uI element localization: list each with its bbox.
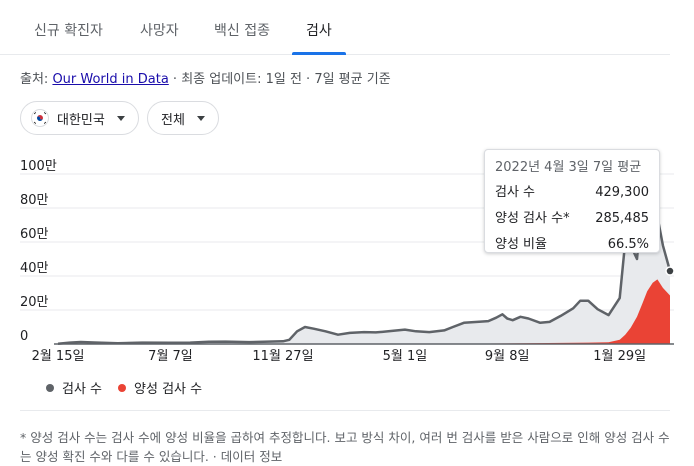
- x-axis-labels: 2월 15일 7월 7일 11월 27일 5월 1일 9월 8일 1월 29일: [32, 349, 647, 364]
- y-axis-labels: 0 20만 40만 60만 80만 100만: [20, 159, 57, 344]
- tooltip-value: 429,300: [595, 185, 649, 200]
- chevron-down-icon: [196, 115, 205, 121]
- legend-positive-dot: [118, 383, 127, 392]
- range-dropdown[interactable]: 전체: [147, 101, 219, 135]
- tab-testing[interactable]: 검사: [292, 0, 346, 55]
- y-tick-label: 40만: [20, 261, 49, 276]
- source-prefix: 출처:: [20, 72, 53, 87]
- tooltip-value: 285,485: [595, 211, 649, 226]
- legend-tests-dot: [46, 383, 54, 392]
- tests-area: [58, 199, 670, 344]
- tooltip-row-positive: 양성 검사 수* 285,485: [495, 206, 649, 232]
- tooltip-label: 검사 수: [495, 185, 536, 200]
- hover-point[interactable]: [665, 266, 675, 276]
- legend-positive-label: 양성 검사 수: [134, 382, 203, 397]
- source-link[interactable]: Our World in Data: [52, 72, 169, 87]
- country-label: 대한민국: [57, 112, 105, 128]
- footnote-text: * 양성 검사 수는 검사 수에 양성 비율을 곱하여 추정합니다. 보고 방식…: [20, 430, 670, 464]
- tab-new-cases[interactable]: 신규 확진자: [34, 23, 103, 39]
- x-tick-label: 7월 7일: [148, 349, 193, 364]
- country-dropdown[interactable]: 대한민국: [20, 101, 139, 135]
- source-suffix: · 최종 업데이트: 1일 전 · 7일 평균 기준: [168, 72, 391, 87]
- chart-legend: 검사 수 양성 검사 수: [46, 378, 202, 397]
- testing-chart: 0 20만 40만 60만 80만 100만 2월 15일 7월 7일 11월 27일 5월 1…: [20, 159, 675, 364]
- tooltip-label: 양성 검사 수*: [495, 211, 570, 226]
- y-tick-label: 100만: [20, 159, 57, 174]
- footnote: * 양성 검사 수는 검사 수에 양성 비율을 곱하여 추정합니다. 보고 방식…: [20, 428, 675, 466]
- tab-vaccinations[interactable]: 백신 접종: [214, 23, 270, 39]
- x-tick-label: 11월 27일: [252, 349, 313, 364]
- x-tick-label: 1월 29일: [593, 349, 646, 364]
- y-tick-label: 80만: [20, 193, 49, 208]
- data-info-link[interactable]: 데이터 정보: [220, 449, 283, 464]
- tooltip-row-rate: 양성 비율 66.5%: [495, 232, 649, 258]
- x-tick-label: 9월 8일: [485, 349, 530, 364]
- tab-testing-label: 검사: [306, 23, 332, 39]
- tooltip-value: 66.5%: [607, 237, 649, 252]
- range-label: 전체: [161, 112, 185, 128]
- y-tick-label: 20만: [20, 295, 49, 310]
- chevron-down-icon: [116, 115, 125, 121]
- tab-bar: 신규 확진자 사망자 백신 접종 검사: [0, 0, 670, 55]
- source-line: 출처: Our World in Data · 최종 업데이트: 1일 전 · …: [20, 68, 391, 87]
- tooltip-row-tests: 검사 수 429,300: [495, 180, 649, 206]
- chart-tooltip: 2022년 4월 3일 7일 평균 검사 수 429,300 양성 검사 수* …: [484, 149, 660, 253]
- tab-deaths[interactable]: 사망자: [140, 23, 179, 39]
- korea-flag-icon: [31, 109, 49, 127]
- tooltip-date: 2022년 4월 3일 7일 평균: [495, 160, 642, 175]
- tooltip-label: 양성 비율: [495, 237, 547, 252]
- footnote-divider: [20, 410, 670, 411]
- y-tick-label: 0: [20, 329, 28, 344]
- x-tick-label: 2월 15일: [32, 349, 85, 364]
- y-tick-label: 60만: [20, 227, 49, 242]
- legend-tests-label: 검사 수: [62, 382, 103, 397]
- x-tick-label: 5월 1일: [383, 349, 428, 364]
- active-tab-indicator: [292, 52, 346, 55]
